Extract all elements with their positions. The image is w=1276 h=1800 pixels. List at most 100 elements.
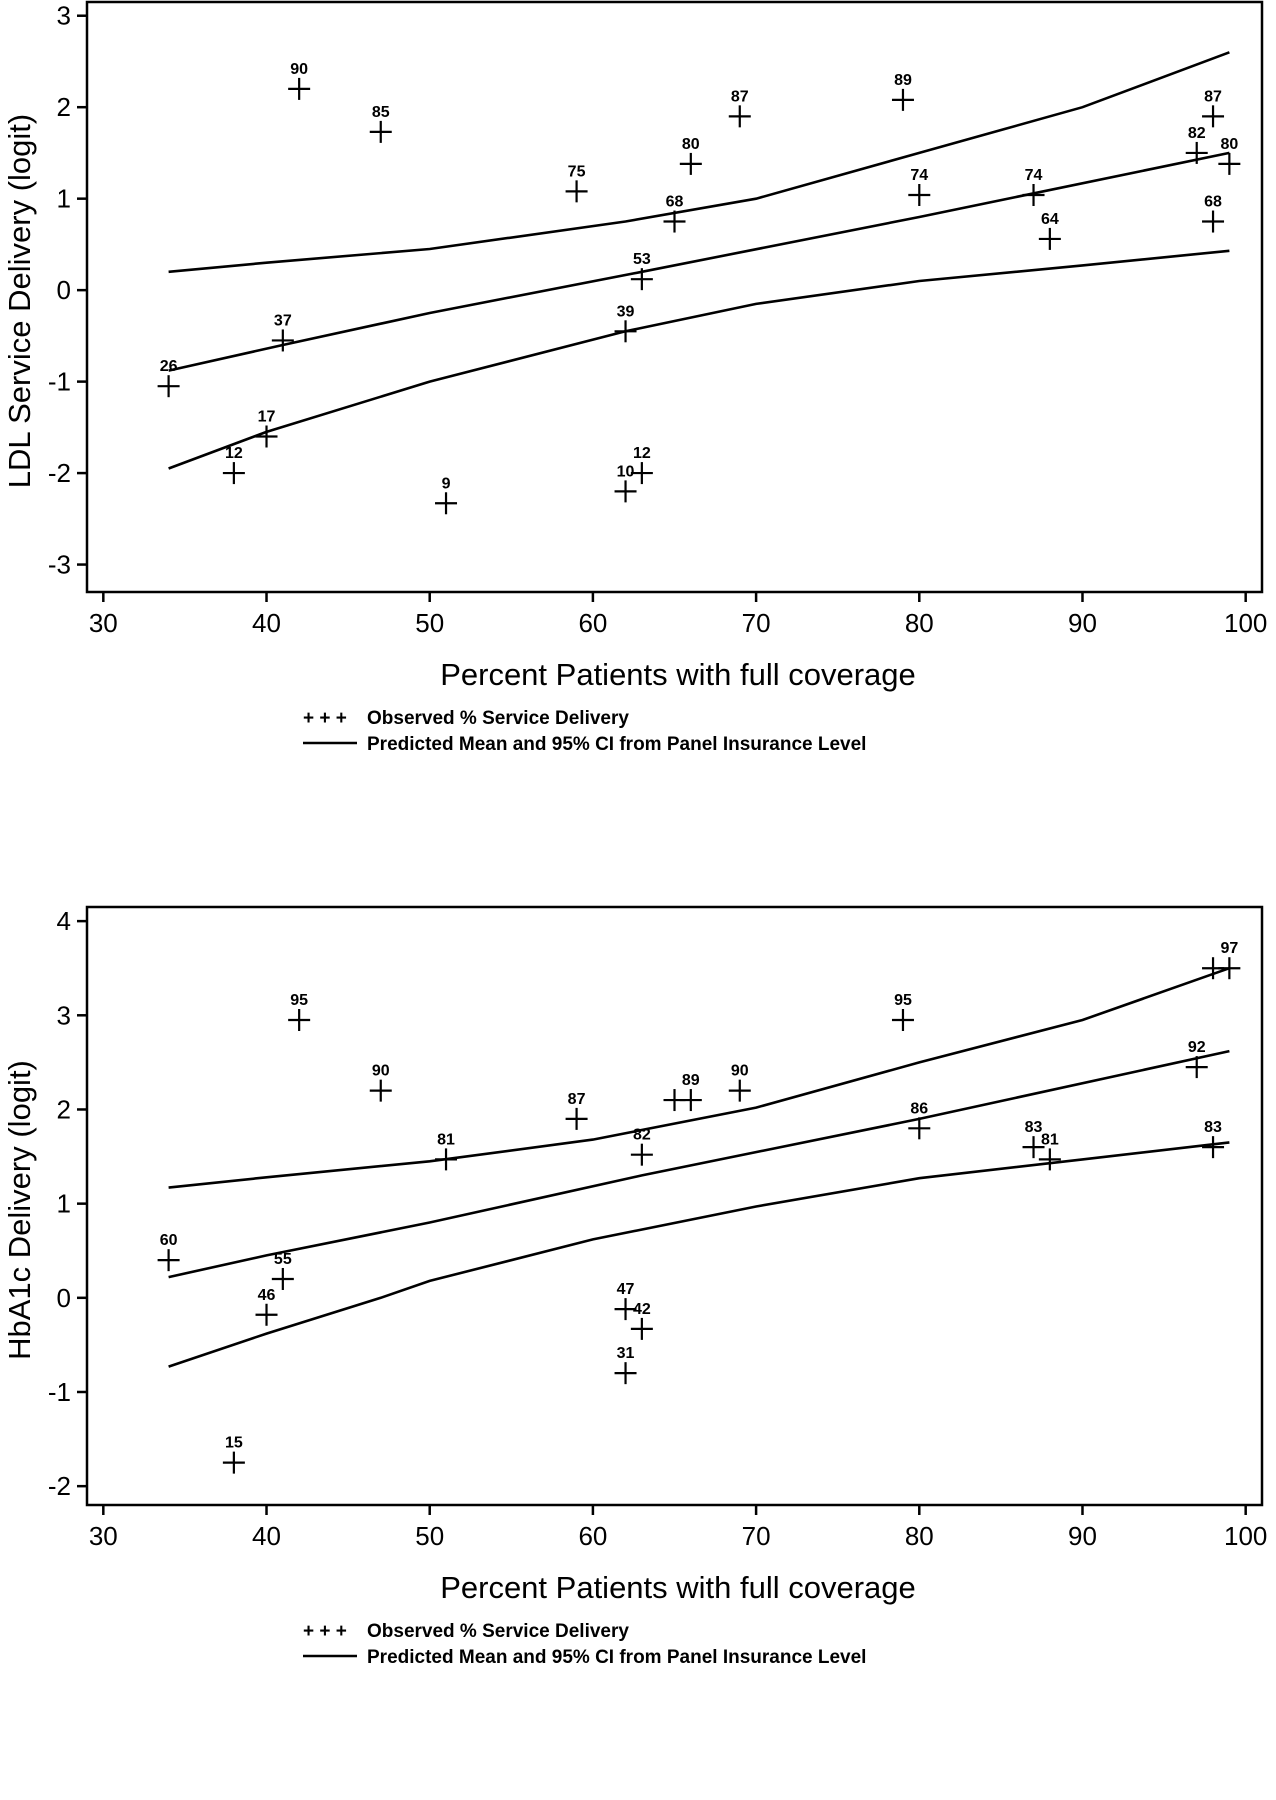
ldl-observed-point [1218, 152, 1241, 175]
hba1c-point-label: 87 [568, 1091, 586, 1108]
hba1c-observed-point [630, 1317, 653, 1340]
ldl-observed-point [369, 120, 392, 143]
ldl-point-label: 37 [274, 312, 292, 329]
hba1c-observed-point [614, 1362, 637, 1385]
ldl-x-tick-label: 80 [905, 608, 934, 638]
ldl-observed-point [288, 77, 311, 100]
hba1c-point-label: 83 [1025, 1119, 1043, 1136]
hba1c-observed-point [565, 1107, 588, 1130]
ldl-observed-point [435, 492, 458, 515]
ldl-observed-point [1038, 227, 1061, 250]
hba1c-x-tick-label: 80 [905, 1521, 934, 1551]
ldl-x-tick-label: 70 [742, 608, 771, 638]
ldl-point-label: 26 [160, 358, 178, 375]
hba1c-x-tick-label: 60 [578, 1521, 607, 1551]
hba1c-lower-ci-line [168, 1141, 1230, 1368]
ldl-point-label: 80 [1220, 136, 1238, 153]
hba1c-observed-point [1022, 1136, 1045, 1159]
hba1c-point-label: 90 [731, 1063, 749, 1080]
hba1c-y-tick-label: -2 [48, 1471, 71, 1501]
ldl-point-label: 74 [1025, 167, 1043, 184]
ldl-y-axis-title: LDL Service Delivery (logit) [2, 114, 37, 488]
hba1c-chart: 30 40 50 60 70 80 90 100 -2 -1 0 1 2 3 4 Percent Patien… [0, 905, 1276, 1800]
hba1c-upper-ci-line [168, 966, 1230, 1189]
ldl-point-label: 85 [372, 104, 390, 121]
hba1c-point-label: 90 [372, 1063, 390, 1080]
ldl-legend-marker-observed: + + + [303, 708, 347, 729]
hba1c-x-tick-label: 40 [252, 1521, 281, 1551]
ldl-point-label: 68 [1204, 194, 1222, 211]
hba1c-x-tick-label: 30 [89, 1521, 118, 1551]
hba1c-point-label: 42 [633, 1301, 651, 1318]
ldl-observed-point [1022, 184, 1045, 207]
hba1c-y-tick-label: 0 [57, 1283, 71, 1313]
ldl-point-label: 39 [617, 303, 635, 320]
hba1c-point-label: 92 [1188, 1039, 1206, 1056]
ldl-observed-point [1185, 141, 1208, 164]
ldl-x-tick-label: 90 [1068, 608, 1097, 638]
hba1c-observed-point [630, 1143, 653, 1166]
ldl-point-label: 87 [731, 88, 749, 105]
hba1c-x-tick-label: 50 [415, 1521, 444, 1551]
ldl-y-tick-label: 2 [57, 92, 71, 122]
hba1c-point-label: 31 [617, 1345, 635, 1362]
hba1c-legend-label-predicted: Predicted Mean and 95% CI from Panel Ins… [367, 1647, 866, 1668]
ldl-point-label: 87 [1204, 88, 1222, 105]
hba1c-observed-point [288, 1009, 311, 1032]
hba1c-predicted-mean-line [168, 1049, 1230, 1279]
hba1c-observed-point [891, 1009, 914, 1032]
hba1c-observed-point [1038, 1148, 1061, 1171]
ldl-legend-label-predicted: Predicted Mean and 95% CI from Panel Ins… [367, 734, 866, 755]
hba1c-y-tick-label: -1 [48, 1377, 71, 1407]
hba1c-plot-frame [85, 905, 1264, 1507]
hba1c-legend-marker-observed: + + + [303, 1621, 347, 1642]
hba1c-point-label: 60 [160, 1232, 178, 1249]
ldl-upper-ci-line [168, 51, 1230, 274]
ldl-y-tick-label: 3 [57, 1, 71, 31]
ldl-point-label: 10 [617, 463, 635, 480]
ldl-observed-point [614, 320, 637, 343]
ldl-chart: 30 40 50 60 70 80 90 100 -3 -2 -1 0 1 2 3 Percent Patie… [2, 0, 1267, 755]
hba1c-observed-point [614, 1298, 637, 1321]
hba1c-observed-point [1185, 1056, 1208, 1079]
hba1c-observed-point [157, 1249, 180, 1272]
ldl-observed-point [728, 105, 751, 128]
ldl-y-tick-label: -3 [48, 550, 71, 580]
hba1c-observed-point [728, 1079, 751, 1102]
ldl-legend-label-observed: Observed % Service Delivery [367, 708, 629, 729]
ldl-point-label: 68 [666, 194, 684, 211]
ldl-x-tick-label: 50 [415, 608, 444, 638]
ldl-observed-point [891, 88, 914, 111]
hba1c-point-label: 81 [437, 1131, 455, 1148]
ldl-observed-point [663, 210, 686, 233]
ldl-point-label: 80 [682, 136, 700, 153]
ldl-observed-point [679, 152, 702, 175]
hba1c-point-label: 95 [894, 992, 912, 1009]
ldl-point-label: 82 [1188, 125, 1206, 142]
hba1c-y-tick-label: 3 [57, 1000, 71, 1030]
hba1c-observed-point [255, 1303, 278, 1326]
ldl-observed-point [271, 329, 294, 352]
ldl-x-axis-title: Percent Patients with full coverage [440, 657, 916, 692]
hba1c-point-label: 15 [225, 1435, 243, 1452]
ldl-observed-point [1202, 210, 1225, 233]
hba1c-observed-point [271, 1267, 294, 1290]
ldl-point-label: 53 [633, 251, 651, 268]
hba1c-observed-point [908, 1117, 931, 1140]
hba1c-observed-point [369, 1079, 392, 1102]
hba1c-observed-point [1218, 957, 1241, 980]
hba1c-point-label: 81 [1041, 1131, 1059, 1148]
hba1c-x-axis-title: Percent Patients with full coverage [440, 1570, 916, 1605]
ldl-predicted-mean-line [168, 151, 1230, 372]
hba1c-point-label: 89 [682, 1072, 700, 1089]
ldl-plot-frame [85, 0, 1264, 594]
ldl-point-label: 75 [568, 163, 586, 180]
ldl-y-tick-label: -2 [48, 458, 71, 488]
hba1c-point-label: 55 [274, 1251, 292, 1268]
hba1c-x-tick-label: 70 [742, 1521, 771, 1551]
ldl-point-label: 9 [442, 475, 451, 492]
ldl-observed-point [630, 268, 653, 291]
ldl-observed-point [908, 184, 931, 207]
hba1c-y-tick-label: 2 [57, 1094, 71, 1124]
